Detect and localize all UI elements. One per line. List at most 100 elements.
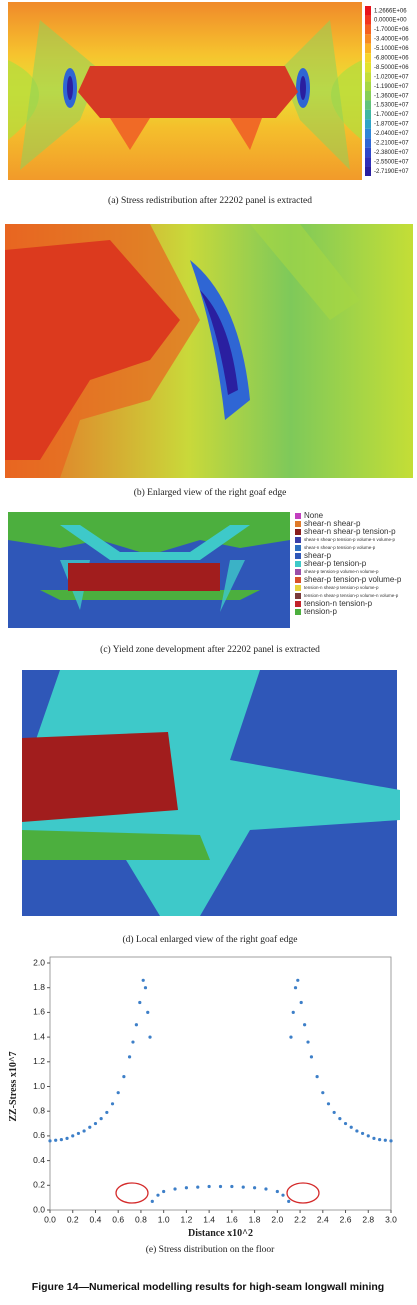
data-point [196,1185,200,1189]
data-point [141,978,145,982]
legend-label: shear-p tension-p [304,559,367,568]
x-tick-label: 1.4 [203,1214,215,1224]
legend-swatch [365,53,371,63]
data-point [218,1184,223,1189]
legend-swatch [295,601,301,607]
x-tick-label: 0.6 [112,1214,124,1224]
legend-label: -2.0400E+07 [374,131,409,137]
x-tick-label: 0.2 [67,1214,79,1224]
data-point [110,1102,115,1106]
y-tick-label: 1.2 [33,1056,45,1066]
x-tick-label: 2.0 [271,1214,283,1224]
legend-swatch [295,569,301,575]
legend-label: -1.7000E+06 [374,27,409,33]
x-tick-label: 0.8 [135,1214,147,1224]
data-point [138,1000,142,1005]
legend-label: tension-n shear-p tension-p volume-n vol… [304,593,399,598]
legend-label: -1.0200E+07 [374,74,409,80]
caption: (d) Local enlarged view of the right goa… [123,934,298,945]
data-point [293,986,298,990]
legend-swatch [365,34,371,44]
legend-label: tension-p [304,607,337,616]
x-tick-label: 2.4 [317,1214,329,1224]
highlight-circle [115,1182,149,1204]
legend-swatch [365,147,371,158]
data-point [389,1139,393,1143]
data-point [309,1055,314,1059]
legend-label: None [304,511,324,520]
legend-label: -2.5500E+07 [374,159,409,165]
data-point [306,1040,310,1044]
legend-swatch [295,529,301,535]
data-point [48,1139,52,1143]
x-axis-label: Distance x10^2 [188,1228,253,1239]
legend-swatch [295,609,301,615]
data-point [372,1136,376,1140]
panel-b-image [5,224,413,478]
data-point [383,1138,387,1142]
legend-swatch [365,72,371,82]
data-point [134,1023,138,1027]
legend-swatch [365,43,371,54]
legend-swatch [365,6,371,16]
data-point [291,1010,295,1015]
data-point [127,1055,132,1059]
data-point [332,1110,336,1115]
data-point [287,1199,291,1203]
caption: (b) Enlarged view of the right goaf edge [134,487,287,498]
legend-label: -1.3600E+07 [374,93,409,99]
y-tick-label: 1.4 [33,1031,45,1041]
legend-label: tension-n shear-p tension-p volume-p [304,585,379,590]
legend-swatch [295,561,301,567]
legend-label: shear-p tension-p volume-n volume-p [304,569,379,574]
data-point [59,1138,63,1142]
data-point [99,1117,103,1121]
data-point [355,1129,359,1133]
data-point [82,1129,86,1133]
legend-swatch [365,24,371,35]
y-tick-label: 0.2 [33,1180,45,1190]
y-axis-label: ZZ-Stress x10^7 [8,1051,19,1121]
legend-swatch [365,91,371,101]
y-tick-label: 1.6 [33,1007,45,1017]
data-point [116,1091,120,1095]
legend-swatch [365,62,371,73]
legend-swatch [295,553,301,559]
legend-label: shear-p tension-p volume-p [304,575,402,584]
x-tick-label: 1.0 [158,1214,170,1224]
data-point [349,1125,353,1129]
legend-swatch [295,577,301,583]
x-tick-label: 0.0 [44,1214,56,1224]
legend-swatch [365,128,371,139]
data-point [343,1121,348,1126]
legend-label: -8.5000E+06 [374,65,409,71]
x-tick-label: 2.2 [294,1214,306,1224]
legend-label: shear-n shear-p [304,519,361,528]
legend-swatch [295,593,301,599]
plot-frame [49,956,392,1211]
legend-label: -5.1000E+06 [374,46,409,52]
figure-caption: Figure 14—Numerical modelling results fo… [32,1281,384,1293]
data-point [146,1010,150,1015]
data-point [378,1138,382,1142]
data-point [296,978,300,982]
x-tick-label: 0.4 [90,1214,102,1224]
data-point [207,1184,211,1189]
legend-swatch [365,119,371,129]
data-point [162,1189,166,1194]
data-point [366,1134,370,1138]
legend-swatch [365,100,371,110]
legend-label: 1.2666E+06 [374,8,407,14]
colorbar-legend: 1.2666E+06 0.0000E+00 -1.7000E+06 -3.4000E+… [365,6,409,176]
legend-swatch [295,545,301,551]
legend-label: shear-n shear-p tension-p volume-n volum… [304,537,396,542]
data-point [76,1131,81,1136]
data-point [122,1075,126,1079]
data-point [289,1035,293,1039]
data-point [253,1186,257,1190]
data-point [131,1040,135,1044]
y-tick-label: 1.8 [33,982,45,992]
x-tick-label: 1.2 [180,1214,192,1224]
